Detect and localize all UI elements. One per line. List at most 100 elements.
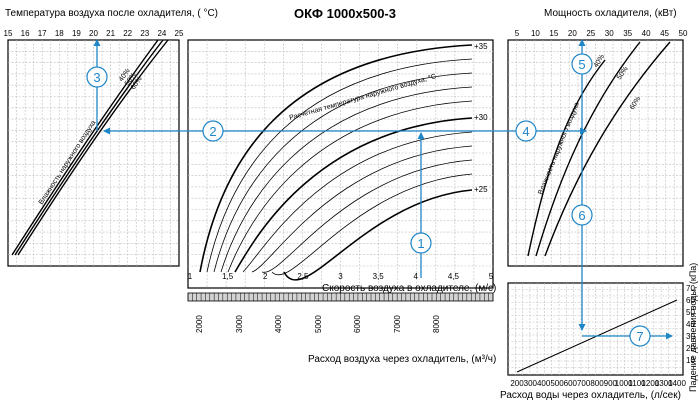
pressure-drop-panel: 200 300 400 500 600 700 800 9001000110012001300…: [500, 263, 698, 401]
air-flow-xlabel: Расход воздуха через охладитель, (м³/ч): [308, 354, 496, 365]
air-flow-tick: 7000: [393, 315, 402, 333]
pressure-drop-xtick: 300: [524, 379, 538, 388]
cooling-power-panel: 5 10 15 20 25 30 35 40 45 50 40% 50% 60% Влажност…: [507, 29, 688, 267]
svg-text:4: 4: [522, 124, 529, 139]
pressure-drop-xtick: 400: [537, 379, 551, 388]
outlet-temp-tick: 18: [55, 29, 64, 38]
outlet-temp-tick: 25: [175, 29, 184, 38]
outlet-temp-tick: 16: [21, 29, 30, 38]
design-temp-label: Расчетная температура наружного воздуха,…: [288, 72, 437, 122]
temperature-curve: [213, 72, 473, 273]
air-flow-tick: 4000: [274, 315, 283, 333]
pressure-drop-ytick: 40: [686, 320, 695, 329]
temperature-curve: [283, 189, 473, 281]
temperature-curve: [242, 131, 473, 273]
outlet-temp-tick: 23: [140, 29, 149, 38]
air-velocity-tick: 1,5: [222, 272, 234, 281]
marker-2: 2: [202, 120, 224, 142]
air-flow-tick: 2000: [195, 315, 204, 333]
power-series-60: 60%: [629, 96, 643, 112]
marker-4: 4: [515, 120, 537, 142]
power-curve-50: [535, 41, 641, 257]
cooling-power-tick: 25: [586, 29, 595, 38]
air-velocity-tick: 4,5: [448, 272, 460, 281]
svg-text:3: 3: [93, 70, 100, 85]
outlet-temp-tick: 19: [72, 29, 81, 38]
pressure-drop-xtick: 1400: [668, 379, 686, 388]
temperature-curve: [227, 100, 473, 273]
cooling-power-title: Мощность охладителя, (кВт): [544, 8, 677, 19]
pressure-drop-xtick: 700: [577, 379, 591, 388]
pressure-drop-xtick: 600: [564, 379, 578, 388]
curve-label-25: +25: [474, 185, 488, 194]
pressure-drop-ylabel: Падение давления воды, (кПа): [688, 263, 698, 392]
cooling-power-tick: 50: [679, 29, 688, 38]
power-curve-60: [544, 41, 671, 257]
air-velocity-panel: 1 1,5 2 2,5 3 3,5 4 4,5 5 Расчетная температура …: [187, 39, 496, 365]
cooling-power-tick: 35: [623, 29, 632, 38]
pressure-drop-ytick: 10: [686, 356, 695, 365]
pressure-drop-xtick: 1200: [641, 379, 659, 388]
outlet-temp-tick: 21: [106, 29, 115, 38]
svg-text:7: 7: [636, 329, 643, 344]
outlet-temp-tick: 24: [157, 29, 166, 38]
pressure-drop-xtick: 500: [550, 379, 564, 388]
pressure-drop-xtick: 800: [590, 379, 604, 388]
power-humidity-label: Влажность наружного воздуха: [537, 102, 580, 196]
air-velocity-tick: 4: [414, 272, 419, 281]
air-velocity-xlabel: Скорость воздуха в охладителе, (м/с): [322, 283, 496, 294]
outlet-temp-curve-50: [14, 39, 164, 256]
pressure-drop-xtick: 1100: [628, 379, 646, 388]
pressure-drop-ytick: 30: [686, 332, 695, 341]
pressure-drop-ytick: 60: [686, 296, 695, 305]
air-flow-tick: 3000: [235, 315, 244, 333]
pressure-drop-ytick: 20: [686, 344, 695, 353]
temperature-curve: [251, 145, 473, 273]
cooling-power-tick: 5: [515, 29, 520, 38]
outlet-temp-tick: 17: [38, 29, 47, 38]
pressure-drop-xtick: 200: [510, 379, 524, 388]
svg-text:5: 5: [578, 57, 585, 72]
air-velocity-tick: 3,5: [373, 272, 385, 281]
chart-title: ОКФ 1000х500-3: [294, 6, 396, 21]
marker-1: 1: [410, 232, 432, 254]
marker-5: 5: [571, 53, 593, 75]
svg-text:1: 1: [417, 236, 424, 251]
air-velocity-tick: 1: [188, 272, 193, 281]
cooling-power-tick: 45: [660, 29, 669, 38]
pressure-drop-xtick: 1300: [655, 379, 673, 388]
outlet-temp-tick: 20: [89, 29, 98, 38]
air-velocity-tick: 3: [338, 272, 343, 281]
air-velocity-tick: 2: [263, 272, 268, 281]
power-series-50: 50%: [616, 66, 630, 81]
temperature-curve: [206, 58, 473, 273]
pressure-drop-ytick: 70: [686, 284, 695, 293]
temperature-curve: [220, 86, 473, 273]
water-flow-xlabel: Расход воды через охладитель, (л/сек): [500, 390, 681, 401]
cooling-power-tick: 10: [531, 29, 540, 38]
temperature-curve: [199, 44, 473, 273]
svg-text:2: 2: [209, 124, 216, 139]
outlet-temp-curve-40: [11, 39, 159, 256]
pressure-drop-xtick: 1000: [615, 379, 633, 388]
outlet-temp-tick: 15: [4, 29, 13, 38]
outlet-temp-title: Температура воздуха после охладителя, ( …: [5, 8, 218, 19]
pressure-drop-ytick: 50: [686, 308, 695, 317]
marker-3: 3: [86, 66, 108, 88]
curve-label-30: +30: [474, 113, 488, 122]
cooling-power-tick: 40: [642, 29, 651, 38]
air-flow-tick: 8000: [432, 315, 441, 333]
marker-6: 6: [571, 204, 593, 226]
air-flow-tick: 5000: [314, 315, 323, 333]
cooling-power-tick: 15: [549, 29, 558, 38]
air-velocity-tick: 2,5: [297, 272, 309, 281]
outlet-temp-curve-60: [17, 39, 169, 256]
power-curve-40: [527, 59, 606, 257]
cooling-power-tick: 30: [605, 29, 614, 38]
air-flow-tick: 6000: [353, 315, 362, 333]
outlet-temp-tick: 22: [123, 29, 132, 38]
temperature-curve: [261, 159, 473, 273]
outlet-temp-panel: 15 16 17 18 19 20 21 22 23 24 25 40% 50% 60% Влажн…: [4, 29, 184, 267]
air-velocity-tick: 5: [489, 272, 494, 281]
